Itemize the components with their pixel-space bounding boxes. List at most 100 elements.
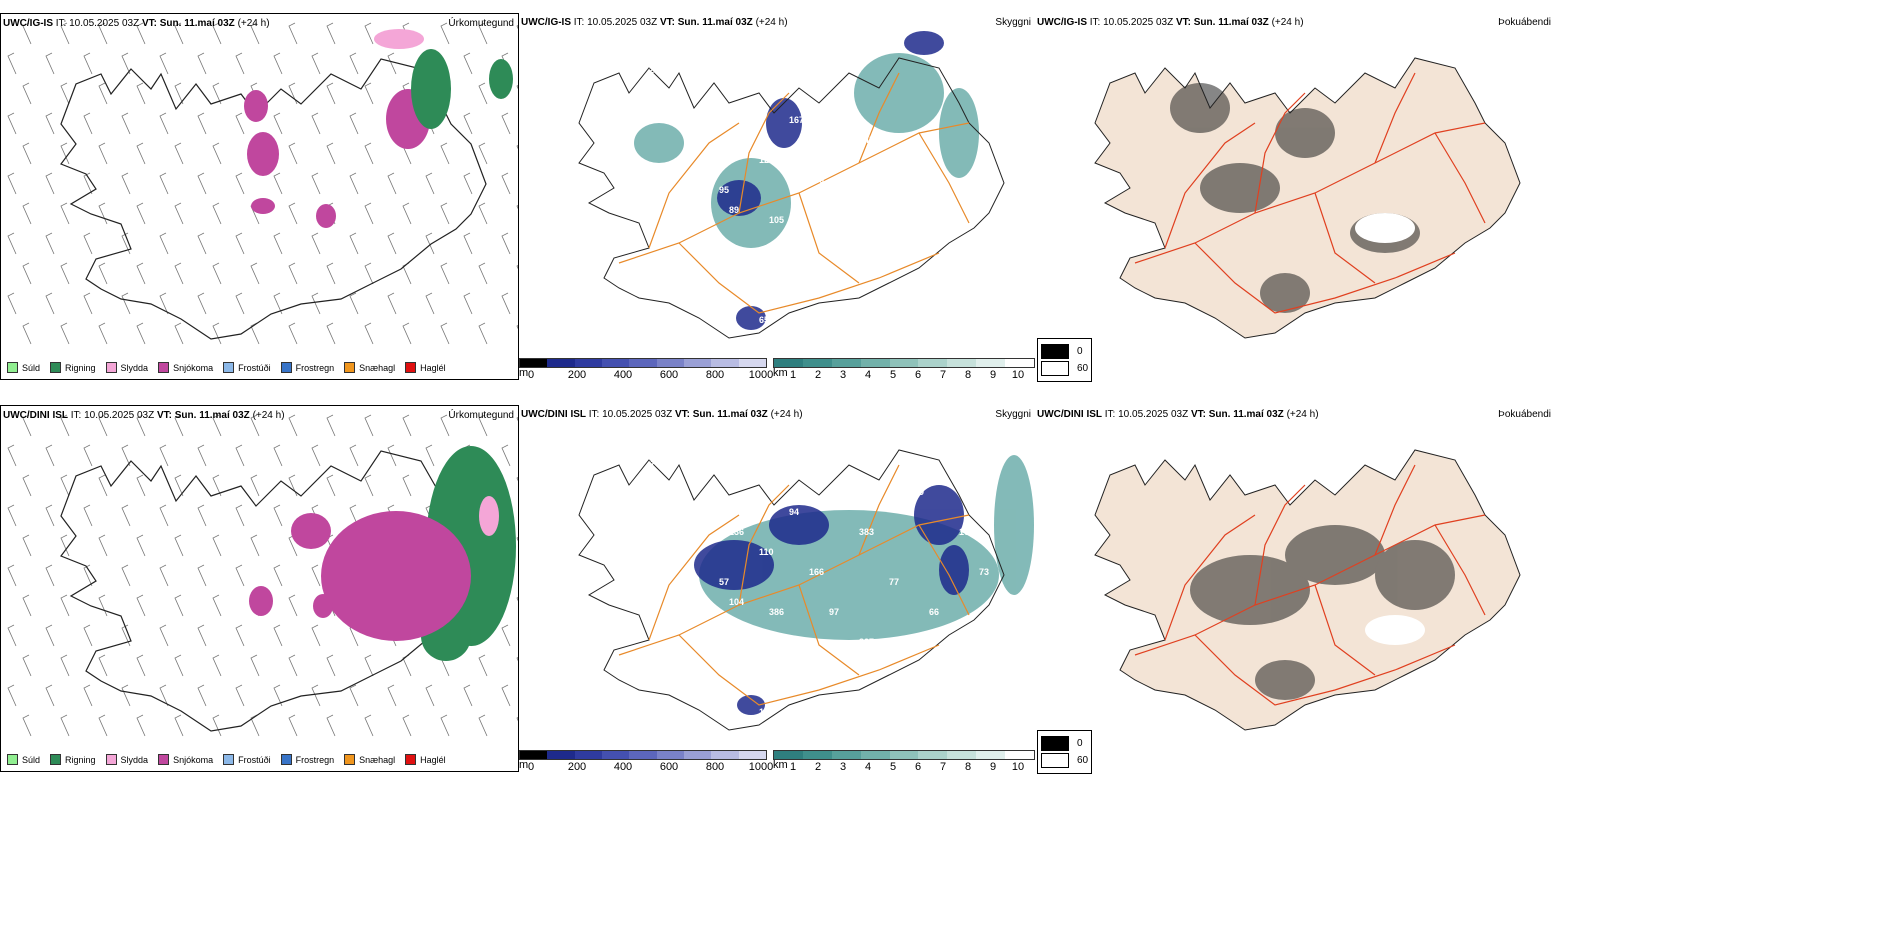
wind-barb	[22, 142, 32, 165]
wind-barb	[364, 22, 374, 45]
wind-barb	[197, 684, 207, 707]
ceiling-value-label: 145	[859, 135, 874, 145]
wind-barb	[516, 597, 518, 602]
wind-barb	[273, 624, 283, 647]
ceiling-value-label: 96	[699, 497, 709, 507]
ceiling-colorbar-ticks: 0 200 400 600 800 1000	[519, 760, 773, 773]
wind-barb	[288, 262, 298, 285]
wind-barb	[311, 564, 321, 587]
legend-swatch	[50, 362, 62, 373]
wind-barb	[22, 82, 32, 105]
legend-label: Snæhagl	[359, 362, 396, 373]
wind-barb	[159, 684, 169, 707]
wind-barb	[311, 684, 321, 707]
ceiling-value-label: 73	[979, 567, 989, 577]
wind-barb	[440, 414, 450, 437]
legend-swatch	[405, 362, 417, 373]
snow-areas	[249, 511, 471, 641]
field-label: Skyggni	[995, 409, 1031, 420]
wind-barb	[60, 262, 70, 285]
ceiling-value-label: 144	[729, 135, 744, 145]
visibility-unit: km	[773, 367, 788, 379]
ceiling-colorbar-1: 0 200 400 600 800 1000 m	[519, 358, 773, 381]
wind-barb	[83, 444, 93, 467]
wind-barb	[22, 414, 32, 437]
wind-barb	[364, 414, 374, 437]
wind-barb	[288, 594, 298, 617]
wind-barb	[463, 112, 473, 135]
wind-barb	[83, 172, 93, 195]
wind-barb	[136, 22, 146, 45]
ceiling-value-label: 176	[699, 105, 714, 115]
wind-barb	[326, 82, 336, 105]
wind-barb	[425, 232, 435, 255]
wind-barb	[364, 714, 374, 737]
legend-swatch	[105, 754, 117, 765]
wind-barb	[288, 654, 298, 677]
legend-item: Súld	[7, 362, 40, 373]
fog-shading	[1190, 525, 1455, 700]
clear-area	[1355, 213, 1415, 243]
colorbar-tick-label: 2	[814, 369, 822, 381]
wind-barb	[349, 684, 359, 707]
wind-barb	[516, 657, 518, 662]
road-line	[678, 242, 940, 314]
wind-barb	[83, 624, 93, 647]
colorbar-tick-label: 6	[914, 369, 922, 381]
wind-barb	[45, 292, 55, 315]
legend-label: Súld	[22, 362, 41, 373]
ceiling-value-label: 136	[729, 527, 744, 537]
wind-barb	[364, 82, 374, 105]
wind-barb	[136, 594, 146, 617]
wind-barb	[212, 82, 222, 105]
wind-barb	[45, 172, 55, 195]
colorbar-tick-label: 6	[914, 761, 922, 773]
wind-barb	[83, 504, 93, 527]
wind-barb	[121, 444, 131, 467]
colorbar-tick-label: 800	[705, 761, 725, 773]
cloud-panel-1: UWC/IG-IS IT: 10.05.2025 03Z VT: Sun. 11…	[519, 13, 1035, 380]
wind-barb	[288, 714, 298, 737]
ceiling-value-label: 105	[769, 215, 784, 225]
wind-barb	[7, 504, 17, 527]
wind-barb	[311, 52, 321, 75]
wind-barb	[136, 322, 146, 345]
wind-barb	[7, 232, 17, 255]
wind-barb	[288, 322, 298, 345]
wind-barb	[159, 172, 169, 195]
wind-barb	[174, 534, 184, 557]
wind-barb	[326, 714, 336, 737]
wind-barb	[121, 292, 131, 315]
legend-swatch	[158, 362, 170, 373]
wind-barb	[326, 654, 336, 677]
wind-barb	[349, 504, 359, 527]
wind-barb	[7, 564, 17, 587]
wind-barb	[516, 205, 518, 210]
wind-barb	[235, 112, 245, 135]
wind-barb	[159, 444, 169, 467]
colorbar-tick-label: 400	[613, 761, 633, 773]
wind-barb	[22, 594, 32, 617]
wind-barb	[501, 292, 511, 315]
wind-barb	[98, 142, 108, 165]
wind-barb	[326, 414, 336, 437]
wind-barb	[387, 444, 397, 467]
colorbar-tick-label: 4	[864, 761, 872, 773]
wind-barb	[364, 262, 374, 285]
wind-barb	[121, 624, 131, 647]
colorbar-tick-label: 5	[889, 369, 897, 381]
wind-barb	[516, 265, 518, 270]
wind-barb	[98, 714, 108, 737]
wind-barb	[250, 474, 260, 497]
ceiling-value-label: 289	[909, 487, 924, 497]
wind-barb	[463, 684, 473, 707]
wind-barb	[22, 202, 32, 225]
wind-barb	[212, 594, 222, 617]
ceiling-areas	[717, 31, 944, 330]
wind-barb	[364, 474, 374, 497]
legend-swatch	[344, 362, 356, 373]
wind-barb	[212, 322, 222, 345]
wind-barb	[425, 292, 435, 315]
wind-barb	[174, 594, 184, 617]
legend-item: Frostúði	[223, 754, 271, 765]
